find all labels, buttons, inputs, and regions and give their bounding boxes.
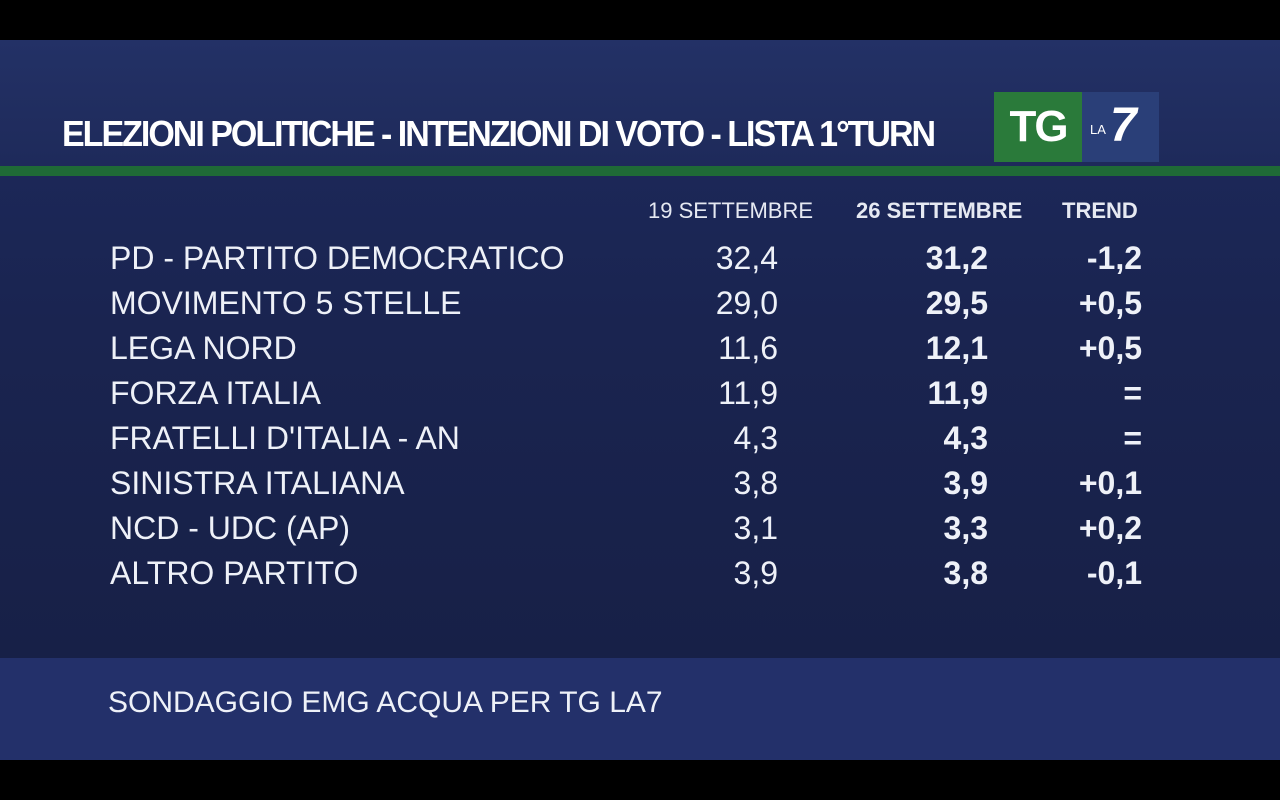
value-curr: 12,1 [925,330,988,366]
value-trend: +0,2 [1078,510,1142,546]
value-trend: -1,2 [1086,240,1142,276]
source-text: SONDAGGIO EMG ACQUA PER TG LA7 [108,686,663,719]
value-curr: 29,5 [925,285,988,321]
value-prev: 4,3 [733,420,778,456]
logo-seven: 7 [1110,99,1137,152]
party-name: FRATELLI D'ITALIA - AN [110,420,460,456]
table-row: ALTRO PARTITO 3,9 3,8 -0,1 [0,551,1280,595]
column-header-curr: 26 SETTEMBRE [856,198,1023,223]
table-row: PD - PARTITO DEMOCRATICO 32,4 31,2 -1,2 [0,236,1280,280]
value-trend: = [1123,420,1142,456]
value-curr: 3,8 [943,555,988,591]
value-curr: 4,3 [943,420,988,456]
table-row: LEGA NORD 11,6 12,1 +0,5 [0,326,1280,370]
value-curr: 31,2 [925,240,988,276]
value-trend: = [1123,375,1142,411]
party-name: SINISTRA ITALIANA [110,465,405,501]
table-row: NCD - UDC (AP) 3,1 3,3 +0,2 [0,506,1280,550]
party-name: MOVIMENTO 5 STELLE [110,285,462,321]
table-row: FRATELLI D'ITALIA - AN 4,3 4,3 = [0,416,1280,460]
poll-graphic: ELEZIONI POLITICHE - INTENZIONI DI VOTO … [0,40,1280,760]
logo-tg: TG [994,92,1082,162]
page-title: ELEZIONI POLITICHE - INTENZIONI DI VOTO … [62,114,936,155]
party-name: FORZA ITALIA [110,375,321,411]
value-curr: 11,9 [927,375,988,411]
party-name: NCD - UDC (AP) [110,510,350,546]
party-name: PD - PARTITO DEMOCRATICO [110,240,565,276]
value-prev: 11,9 [718,375,778,411]
table-row: SINISTRA ITALIANA 3,8 3,9 +0,1 [0,461,1280,505]
value-curr: 3,9 [943,465,988,501]
value-prev: 3,8 [733,465,778,501]
column-header-trend: TREND [1062,198,1138,223]
party-name: ALTRO PARTITO [110,555,359,591]
green-divider [0,166,1280,176]
source-footer: SONDAGGIO EMG ACQUA PER TG LA7 [0,658,1280,760]
table-row: MOVIMENTO 5 STELLE 29,0 29,5 +0,5 [0,281,1280,325]
value-curr: 3,3 [943,510,988,546]
value-prev: 32,4 [715,240,778,276]
column-header-prev: 19 SETTEMBRE [648,198,814,223]
title-band: ELEZIONI POLITICHE - INTENZIONI DI VOTO … [0,40,1280,168]
value-prev: 29,0 [715,285,778,321]
value-trend: +0,5 [1078,330,1142,366]
party-name: LEGA NORD [110,330,297,366]
table-row: FORZA ITALIA 11,9 11,9 = [0,371,1280,415]
value-trend: -0,1 [1086,555,1142,591]
value-prev: 3,9 [733,555,778,591]
tg-la7-logo: TG LA 7 [994,92,1159,162]
value-trend: +0,5 [1078,285,1142,321]
logo-la7: LA 7 [1082,92,1159,162]
value-prev: 11,6 [718,330,778,366]
value-prev: 3,1 [733,510,778,546]
value-trend: +0,1 [1078,465,1142,501]
logo-la: LA [1090,122,1106,137]
